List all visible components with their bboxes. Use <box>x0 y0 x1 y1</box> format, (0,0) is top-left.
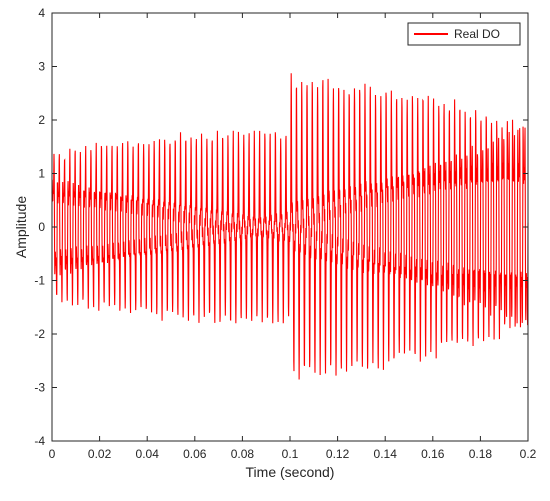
x-tick-label: 0 <box>49 447 56 461</box>
x-tick-label: 0.18 <box>469 447 493 461</box>
legend-box <box>407 22 521 46</box>
y-tick-label: 4 <box>38 6 45 20</box>
x-tick-label: 0.14 <box>374 447 398 461</box>
x-tick-label: 0.08 <box>231 447 255 461</box>
axis-ticks: 0 0.02 0.04 0.06 0.08 0.1 0.12 0.14 0.16 0.18 0.2 -… <box>34 6 536 461</box>
y-axis-label: Amplitude <box>13 196 29 258</box>
legend-label-real-do: Real DO <box>454 27 500 41</box>
legend: Real DO <box>407 22 521 46</box>
x-axis-label: Time (second) <box>246 464 335 480</box>
x-tick-label: 0.2 <box>520 447 537 461</box>
plot-area <box>51 12 529 442</box>
y-tick-label: -1 <box>34 274 45 288</box>
x-tick-label: 0.16 <box>421 447 445 461</box>
y-tick-label: 1 <box>38 167 45 181</box>
series-line-real-do <box>51 73 529 380</box>
y-tick-label: -2 <box>34 327 45 341</box>
x-tick-label: 0.04 <box>136 447 160 461</box>
y-tick-label: -3 <box>34 381 45 395</box>
y-tick-label: 3 <box>38 60 45 74</box>
x-tick-label: 0.1 <box>282 447 299 461</box>
x-tick-label: 0.06 <box>183 447 207 461</box>
x-tick-label: 0.02 <box>88 447 112 461</box>
y-tick-label: -4 <box>34 434 45 448</box>
y-tick-label: 0 <box>38 220 45 234</box>
y-tick-label: 2 <box>38 113 45 127</box>
x-tick-label: 0.12 <box>326 447 350 461</box>
